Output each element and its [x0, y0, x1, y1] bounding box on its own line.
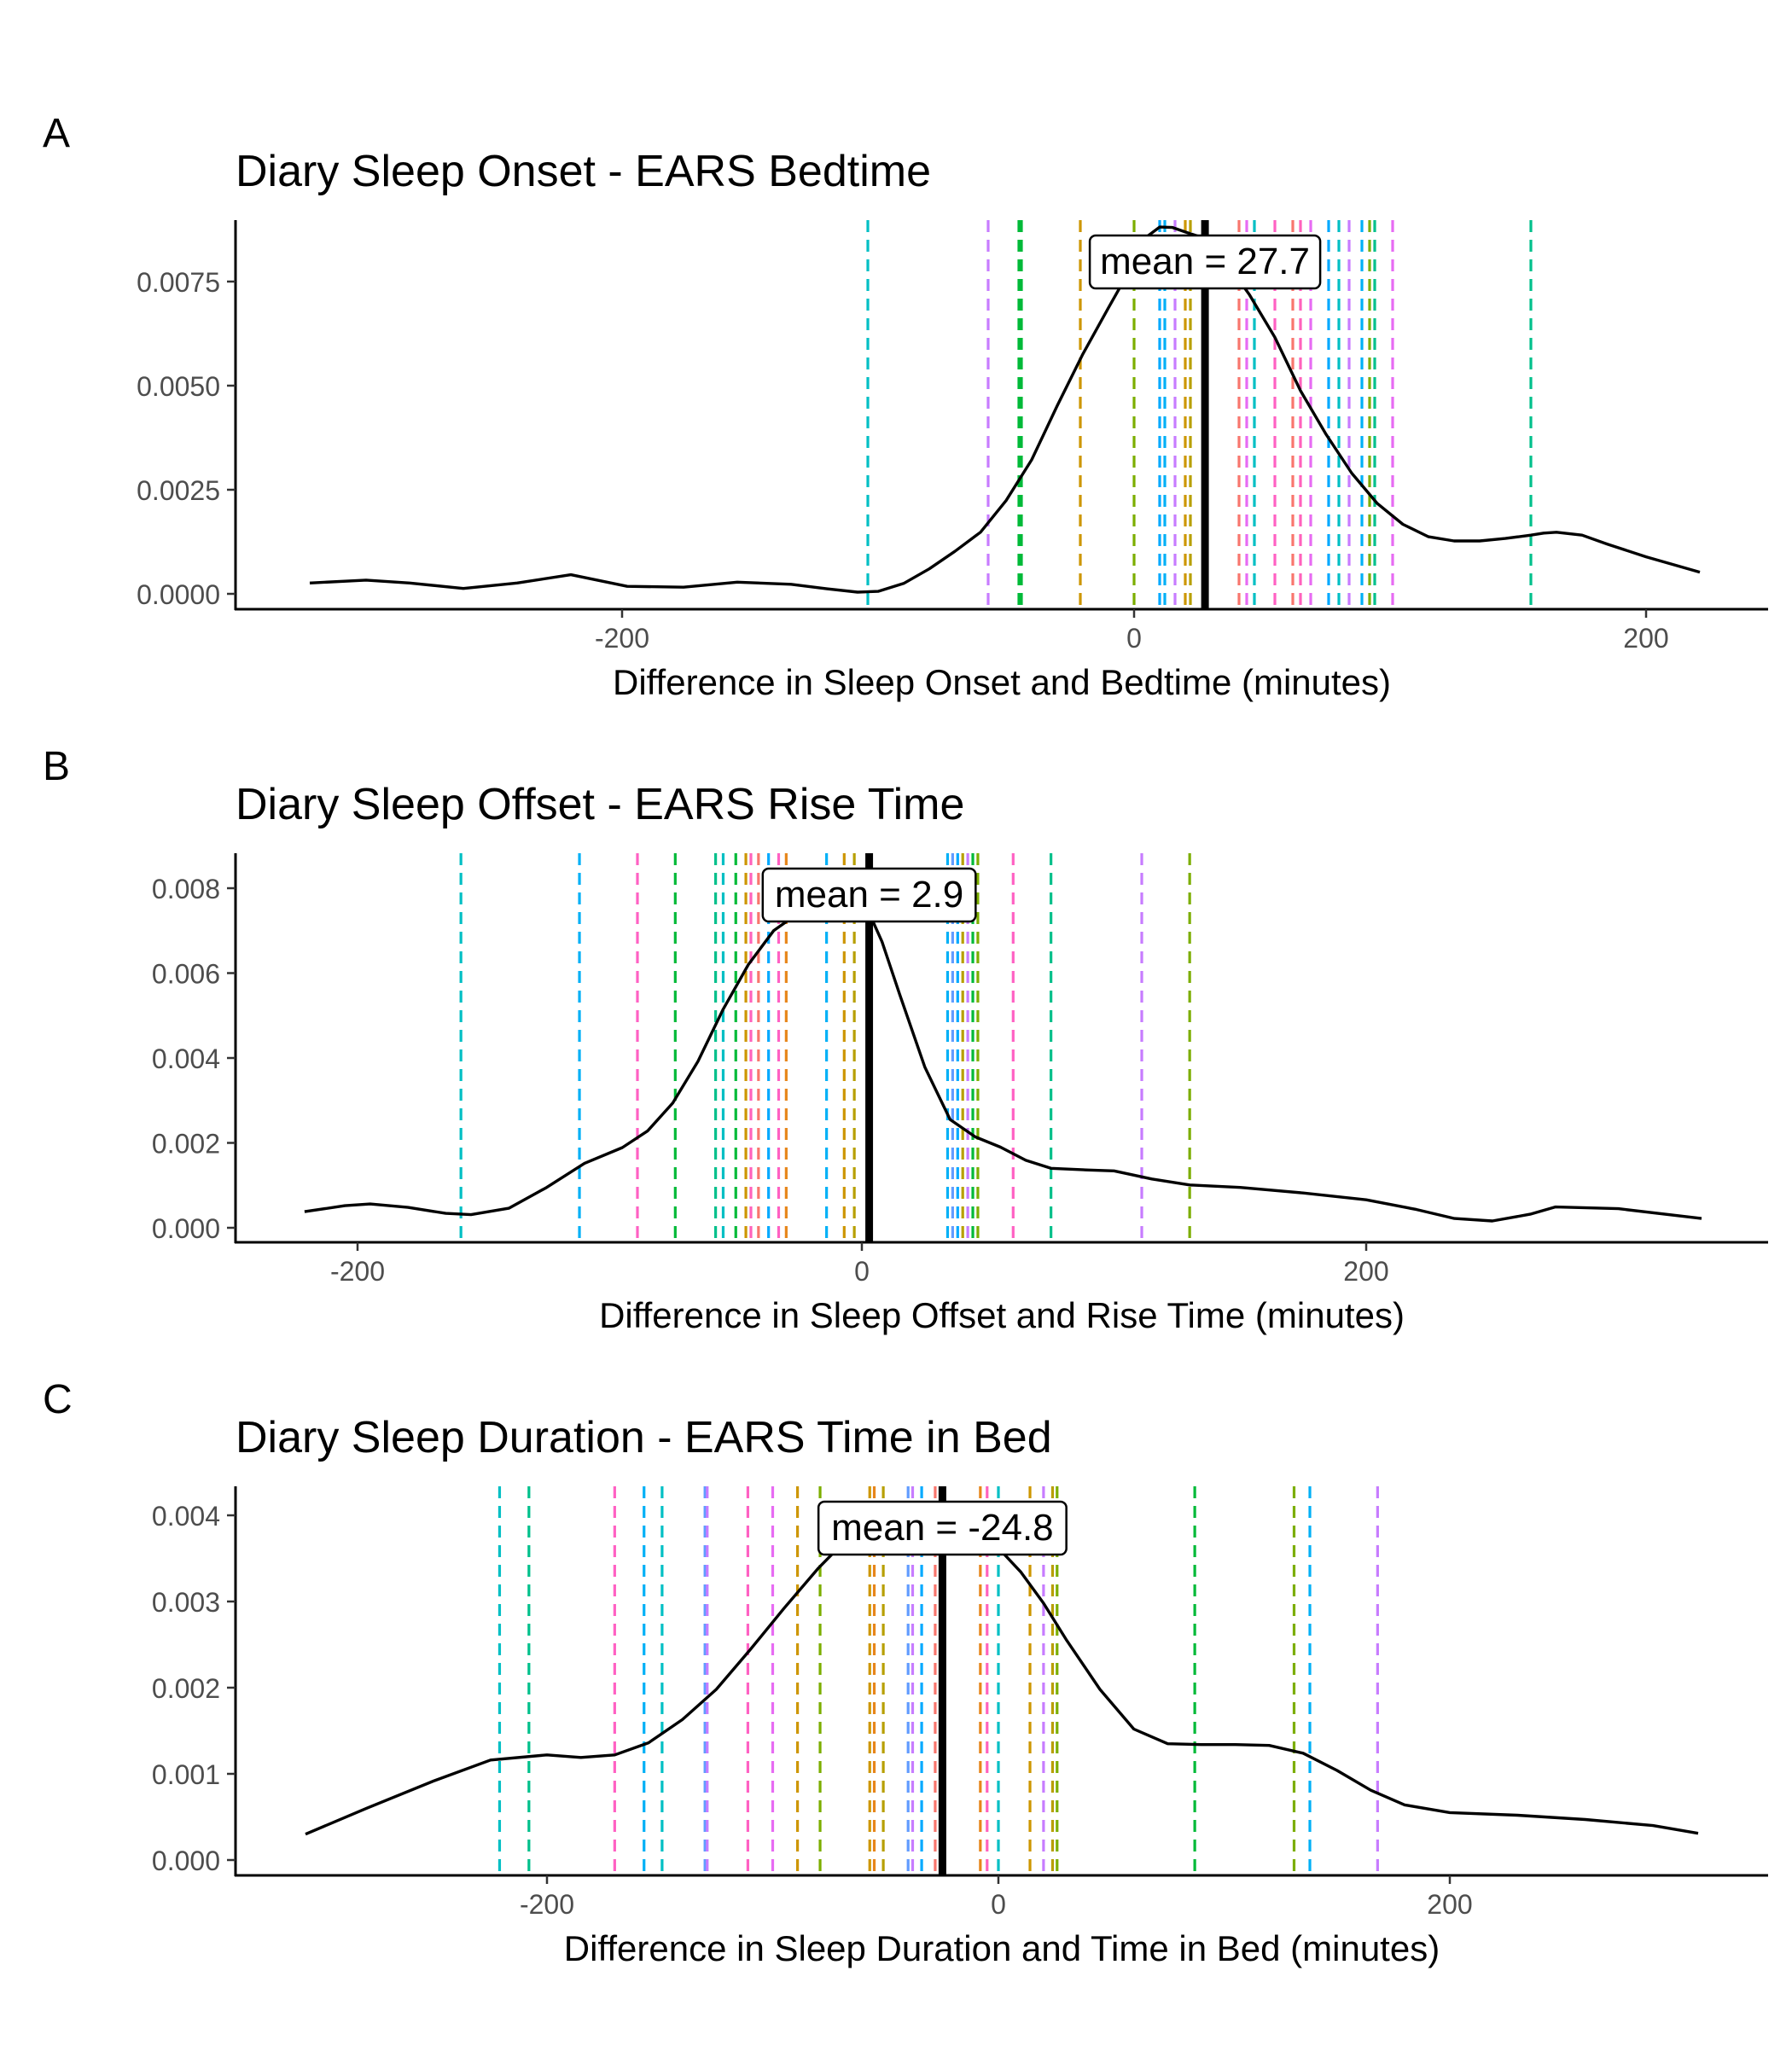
y-tick-label: 0.000 — [152, 1846, 220, 1876]
mean-label: mean = 2.9 — [761, 867, 977, 923]
x-axis-label: Difference in Sleep Offset and Rise Time… — [599, 1295, 1405, 1335]
y-tick-label: 0.0000 — [137, 579, 220, 610]
x-tick-label: 200 — [1343, 1256, 1388, 1287]
x-tick-label: 200 — [1427, 1889, 1472, 1920]
x-axis-label: Difference in Sleep Onset and Bedtime (m… — [613, 662, 1391, 702]
mean-label: mean = 27.7 — [1088, 234, 1322, 290]
density-curve — [309, 225, 1701, 594]
y-tick-label: 0.001 — [152, 1759, 220, 1790]
mean-label-text: mean = 2.9 — [775, 874, 963, 916]
y-tick-label: 0.006 — [152, 959, 220, 990]
mean-label: mean = -24.8 — [817, 1500, 1068, 1556]
x-tick-label: -200 — [595, 623, 649, 654]
x-tick-label: -200 — [330, 1256, 385, 1287]
panel-label: A — [43, 111, 70, 156]
panel-label: B — [43, 744, 70, 789]
x-tick-label: 0 — [1126, 623, 1142, 654]
plot-area — [304, 853, 1702, 1242]
x-tick-label: 0 — [991, 1889, 1006, 1920]
mean-label-text: mean = 27.7 — [1100, 241, 1310, 282]
y-tick-label: 0.0025 — [137, 475, 220, 506]
y-tick-label: 0.002 — [152, 1129, 220, 1160]
mean-label-box — [1088, 234, 1322, 290]
y-tick-label: 0.004 — [152, 1043, 220, 1074]
panel-b: B Diary Sleep Offset - EARS Rise Time mean… — [43, 744, 1768, 1335]
x-axis-label: Difference in Sleep Duration and Time in… — [564, 1928, 1440, 1968]
x-tick-label: 0 — [854, 1256, 870, 1287]
density-curve — [304, 908, 1702, 1223]
x-tick-label: -200 — [520, 1889, 574, 1920]
panel-a: A Diary Sleep Onset - EARS Bedtime mean = … — [43, 111, 1768, 702]
panel-c: C Diary Sleep Duration - EARS Time in Bed… — [43, 1377, 1768, 1968]
chart-title: Diary Sleep Onset - EARS Bedtime — [236, 147, 931, 196]
chart-title: Diary Sleep Offset - EARS Rise Time — [236, 780, 964, 829]
y-tick-label: 0.008 — [152, 874, 220, 904]
y-tick-label: 0.0050 — [137, 371, 220, 402]
x-tick-label: 200 — [1623, 623, 1668, 654]
chart-title: Diary Sleep Duration - EARS Time in Bed — [236, 1413, 1052, 1462]
plot-area — [309, 220, 1701, 609]
y-tick-label: 0.004 — [152, 1501, 220, 1532]
mean-label-text: mean = -24.8 — [831, 1507, 1054, 1549]
y-tick-label: 0.0075 — [137, 267, 220, 298]
density-curve — [305, 1508, 1699, 1836]
y-tick-label: 0.000 — [152, 1213, 220, 1244]
panel-label: C — [43, 1377, 73, 1422]
y-tick-label: 0.003 — [152, 1587, 220, 1618]
y-tick-label: 0.002 — [152, 1673, 220, 1704]
mean-label-box — [817, 1500, 1068, 1556]
mean-label-box — [761, 867, 977, 923]
